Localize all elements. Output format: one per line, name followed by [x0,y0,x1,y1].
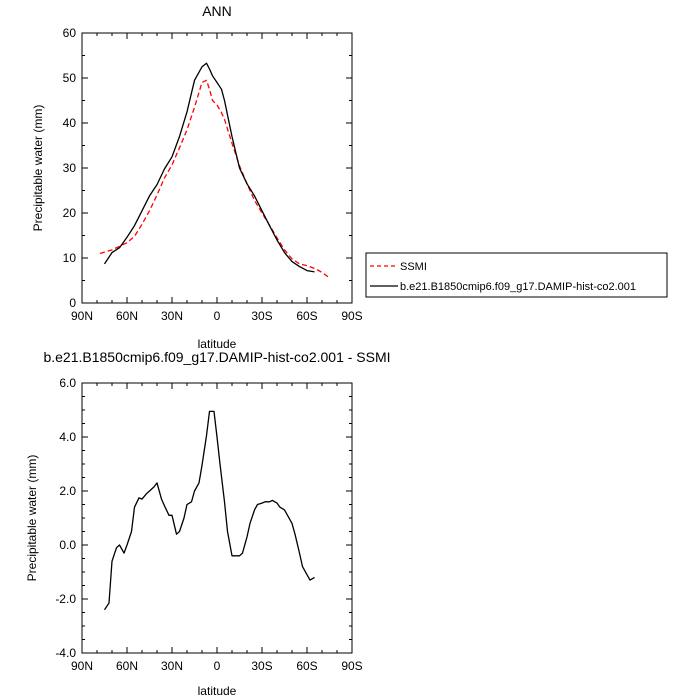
bottom-y-axis-label: Precipitable water (mm) [25,455,39,582]
y-tick-label: 30 [63,161,77,175]
bottom-axis-ticks [81,382,353,654]
y-tick-label: 0 [69,296,76,310]
y-tick-label: 40 [63,116,77,130]
difference-line [103,410,315,611]
top-axis-ticks [81,32,353,304]
top-plot-frame [81,32,353,304]
y-tick-label: 10 [63,251,77,265]
y-tick-label: 60 [63,26,77,40]
x-tick-label: 90N [71,659,93,673]
x-tick-label: 90N [71,309,93,323]
x-tick-label: 30N [161,659,183,673]
x-tick-label: 60N [116,309,138,323]
x-tick-label: 60N [116,659,138,673]
top-y-axis-label: Precipitable water (mm) [31,105,45,232]
series-line-ssmi [99,79,330,279]
y-tick-label: 4.0 [59,430,76,444]
y-tick-label: 20 [63,206,77,220]
x-tick-label: 0 [214,659,221,673]
x-tick-label: 30S [251,659,272,673]
legend-label-model: b.e21.B1850cmip6.f09_g17.DAMIP-hist-co2.… [400,281,636,293]
x-tick-label: 60S [296,309,317,323]
bottom-plot-frame [81,382,353,654]
x-tick-label: 30S [251,309,272,323]
bottom-chart-title: b.e21.B1850cmip6.f09_g17.DAMIP-hist-co2.… [43,349,390,365]
top-y-tick-labels: 0 10 20 30 40 50 60 [63,26,77,310]
y-tick-label: -4.0 [55,646,76,660]
bottom-x-tick-labels: 90N 60N 30N 0 30S 60S 90S [71,659,363,673]
top-chart-title: ANN [202,3,232,19]
bottom-x-axis-label: latitude [198,684,237,698]
x-tick-label: 90S [341,659,362,673]
bottom-series-lines [103,410,315,611]
bottom-panel: b.e21.B1850cmip6.f09_g17.DAMIP-hist-co2.… [25,349,391,698]
legend-label-ssmi: SSMI [400,261,427,273]
legend-box [365,252,668,298]
top-panel: ANN 90N 60N 30N 0 30S 60S 90S 0 10 20 30 40 50 60 la… [31,3,668,351]
top-x-axis-label: latitude [198,337,237,351]
bottom-y-tick-labels: -4.0 -2.0 0.0 2.0 4.0 6.0 [55,376,76,660]
x-tick-label: 0 [214,309,221,323]
x-tick-label: 90S [341,309,362,323]
y-tick-label: 0.0 [59,538,76,552]
x-tick-label: 60S [296,659,317,673]
top-legend: SSMI b.e21.B1850cmip6.f09_g17.DAMIP-hist… [365,252,668,298]
y-tick-label: 50 [63,71,77,85]
x-tick-label: 30N [161,309,183,323]
y-tick-label: 2.0 [59,484,76,498]
y-tick-label: -2.0 [55,592,76,606]
top-series-lines [99,62,330,279]
top-x-tick-labels: 90N 60N 30N 0 30S 60S 90S [71,309,363,323]
series-line-model [103,62,315,273]
y-tick-label: 6.0 [59,376,76,390]
